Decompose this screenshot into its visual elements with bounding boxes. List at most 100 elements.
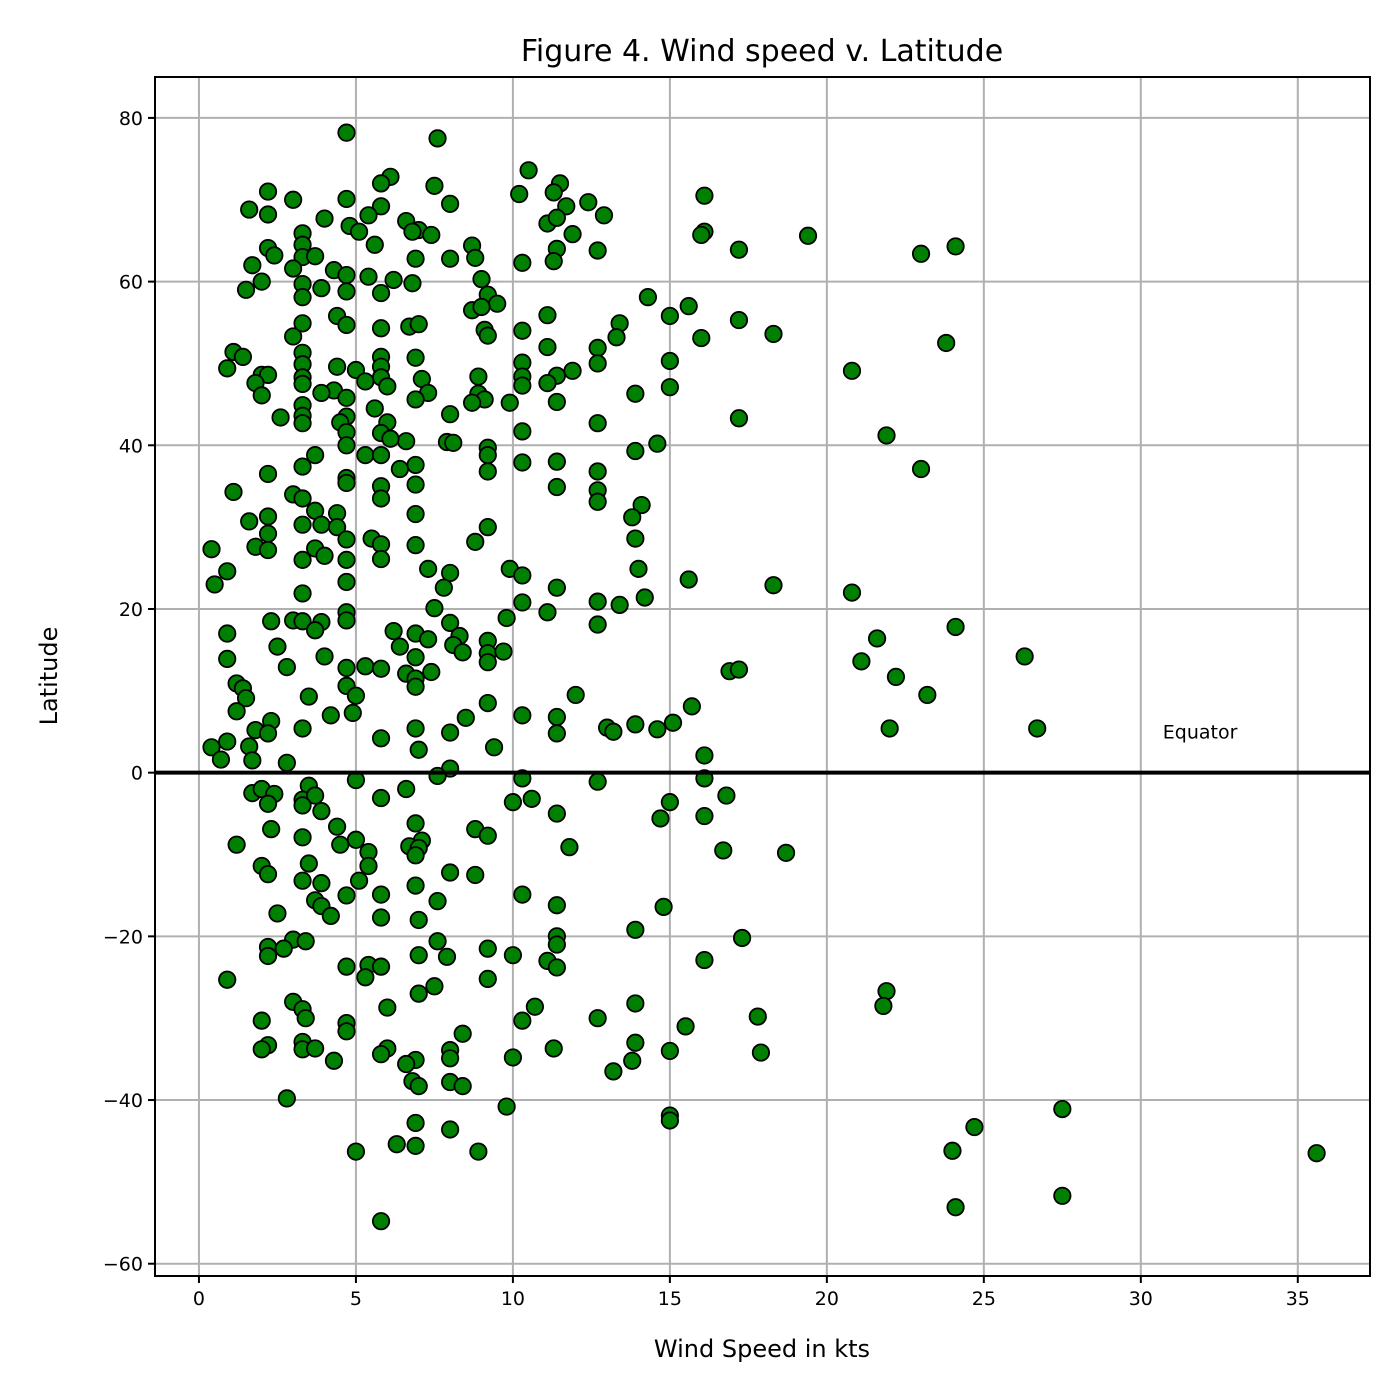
data-point (547, 896, 566, 915)
data-point (258, 946, 278, 966)
data-point (544, 1039, 563, 1058)
data-point (227, 702, 246, 721)
data-point (965, 1117, 984, 1137)
data-point (441, 1049, 460, 1068)
data-point (623, 508, 642, 527)
data-point (371, 788, 391, 808)
data-point (638, 288, 658, 307)
data-point (258, 365, 278, 385)
data-point (484, 738, 504, 757)
data-point (258, 464, 278, 484)
data-point (453, 1077, 472, 1096)
data-point (337, 658, 356, 678)
data-point (441, 194, 460, 213)
data-point (494, 642, 513, 661)
data-point (406, 1113, 425, 1133)
data-point (349, 871, 369, 890)
data-point (218, 359, 237, 378)
data-point (337, 530, 356, 549)
data-point (842, 361, 862, 380)
data-point (315, 209, 334, 228)
x-axis-label: Wind Speed in kts (654, 1335, 870, 1363)
data-point (337, 315, 356, 335)
data-point (469, 1142, 488, 1161)
data-point (1053, 1099, 1072, 1119)
data-point (676, 1017, 695, 1036)
data-point (610, 595, 629, 614)
data-point (946, 617, 965, 637)
data-point (258, 724, 278, 743)
data-point (205, 575, 224, 594)
data-point (867, 629, 887, 648)
data-point (337, 388, 356, 407)
data-point (258, 205, 278, 224)
data-point (419, 559, 438, 578)
data-point (626, 529, 645, 548)
data-point (306, 247, 325, 266)
data-point (321, 906, 340, 925)
data-point (588, 592, 607, 611)
data-point (588, 338, 607, 358)
data-point (842, 583, 862, 602)
data-point (406, 475, 425, 494)
data-point (594, 206, 614, 225)
data-point (403, 274, 422, 293)
data-point (488, 294, 507, 313)
data-point (371, 885, 391, 904)
data-point (312, 802, 331, 821)
data-point (588, 241, 607, 260)
data-point (312, 515, 331, 534)
data-point (406, 719, 425, 738)
data-point (211, 750, 231, 769)
data-point (293, 414, 312, 433)
data-point (409, 946, 428, 965)
data-point (547, 392, 566, 412)
data-point (466, 532, 485, 551)
data-point (503, 1048, 523, 1067)
data-point (337, 282, 356, 301)
data-point (268, 637, 287, 656)
data-point (918, 685, 937, 705)
data-point (946, 237, 965, 256)
y-axis-ticks: −60 −40 −20 0 20 40 60 80 (103, 108, 155, 1276)
data-point (472, 297, 491, 317)
data-point (462, 393, 482, 412)
y-tick-label: 40 (119, 435, 143, 457)
data-point (886, 667, 906, 687)
y-tick-label: −20 (103, 926, 143, 948)
data-point (513, 566, 532, 585)
data-point (588, 1009, 607, 1028)
data-point (764, 324, 783, 344)
data-point (478, 826, 497, 845)
data-point (315, 647, 334, 666)
data-point (478, 446, 497, 465)
data-point (306, 446, 325, 465)
data-point (406, 677, 425, 696)
data-point (626, 920, 645, 939)
data-point (233, 347, 253, 367)
data-point (588, 615, 607, 634)
data-point (218, 562, 237, 581)
data-point (632, 495, 651, 515)
data-point (937, 333, 956, 353)
data-point (277, 657, 296, 677)
data-point (648, 720, 667, 739)
data-point (252, 1011, 271, 1030)
data-point (729, 660, 749, 679)
data-point (422, 225, 441, 245)
data-point (437, 947, 457, 966)
data-point (378, 998, 397, 1017)
data-point (409, 910, 428, 930)
data-point (729, 409, 749, 428)
data-point (337, 886, 356, 905)
data-point (604, 722, 623, 741)
data-point (337, 1022, 356, 1041)
data-point (327, 357, 347, 376)
data-point (312, 383, 331, 403)
data-point (588, 462, 607, 481)
data-point (306, 621, 325, 640)
data-point (547, 804, 566, 823)
data-point (626, 715, 645, 734)
data-point (660, 306, 679, 326)
data-point (547, 724, 566, 743)
